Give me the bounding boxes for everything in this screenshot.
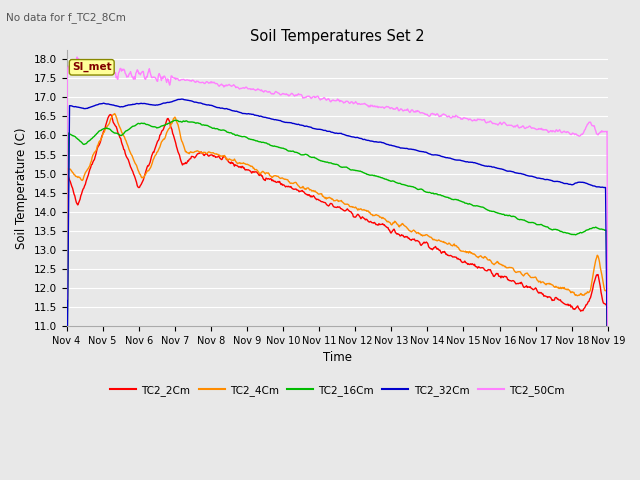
Text: No data for f_TC2_8Cm: No data for f_TC2_8Cm xyxy=(6,12,126,23)
X-axis label: Time: Time xyxy=(323,351,351,364)
Title: Soil Temperatures Set 2: Soil Temperatures Set 2 xyxy=(250,29,424,44)
Y-axis label: Soil Temperature (C): Soil Temperature (C) xyxy=(15,127,28,249)
Legend: TC2_2Cm, TC2_4Cm, TC2_16Cm, TC2_32Cm, TC2_50Cm: TC2_2Cm, TC2_4Cm, TC2_16Cm, TC2_32Cm, TC… xyxy=(106,381,568,400)
Text: SI_met: SI_met xyxy=(72,62,111,72)
